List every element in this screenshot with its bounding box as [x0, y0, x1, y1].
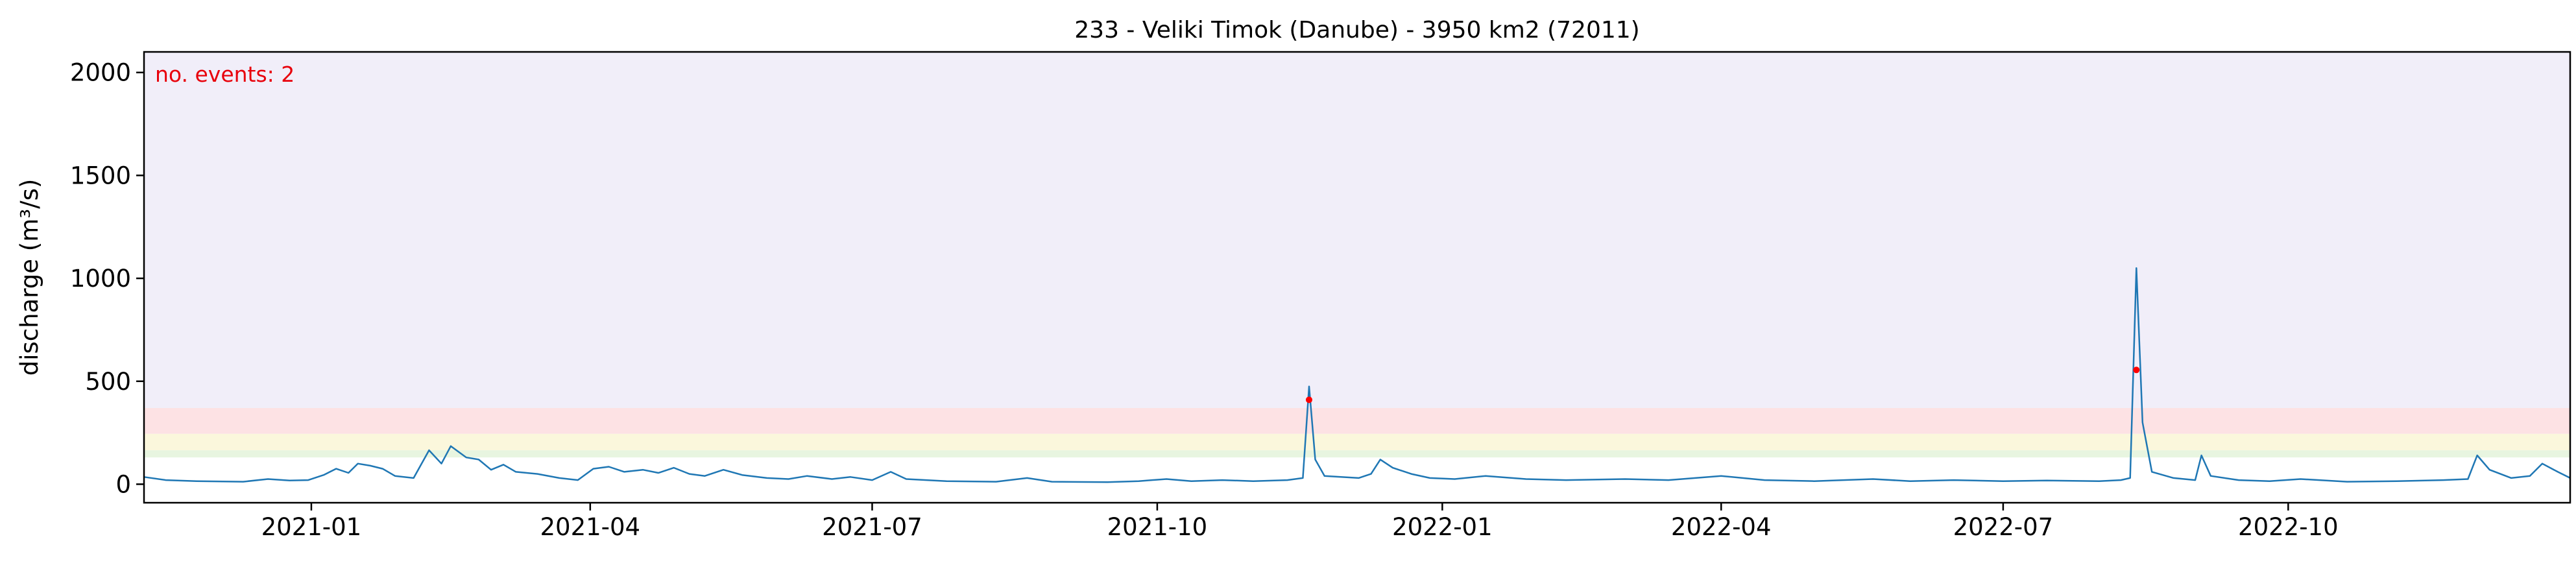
y-axis: 0 500 1000 1500 2000 — [70, 59, 144, 498]
threshold-band-2 — [144, 433, 2570, 451]
event-marker-2 — [2133, 367, 2140, 374]
series-layer — [143, 267, 2571, 483]
y-tick-label: 2000 — [70, 59, 131, 87]
x-tick-label: 2022-10 — [2238, 513, 2339, 541]
y-tick-label: 1000 — [70, 265, 131, 293]
x-tick-label: 2021-01 — [261, 513, 362, 541]
threshold-band-3 — [144, 408, 2570, 434]
event-marker-1 — [1305, 396, 1312, 403]
x-tick-label: 2022-01 — [1392, 513, 1493, 541]
series-line-1 — [143, 267, 2571, 483]
x-tick-label: 2021-07 — [822, 513, 922, 541]
y-tick-label: 0 — [115, 470, 131, 498]
y-tick-label: 1500 — [70, 162, 131, 189]
x-tick-label: 2022-04 — [1671, 513, 1772, 541]
threshold-band-4 — [144, 52, 2570, 409]
events-count-annotation: no. events: 2 — [155, 62, 295, 87]
x-tick-label: 2021-10 — [1107, 513, 1208, 541]
threshold-band-1 — [144, 450, 2570, 458]
threshold-bands — [144, 52, 2570, 458]
x-axis: 2021-01 2021-04 2021-07 2021-10 2022-01 2022-… — [261, 503, 2339, 541]
plot-frame — [143, 51, 2571, 504]
x-tick-label: 2022-07 — [1953, 513, 2054, 541]
y-tick-label: 500 — [85, 368, 131, 396]
y-axis-label: discharge (m³/s) — [16, 179, 43, 376]
events-layer — [1305, 367, 2140, 403]
x-tick-label: 2021-04 — [540, 513, 641, 541]
chart-title: 233 - Veliki Timok (Danube) - 3950 km2 (… — [1074, 17, 1639, 43]
